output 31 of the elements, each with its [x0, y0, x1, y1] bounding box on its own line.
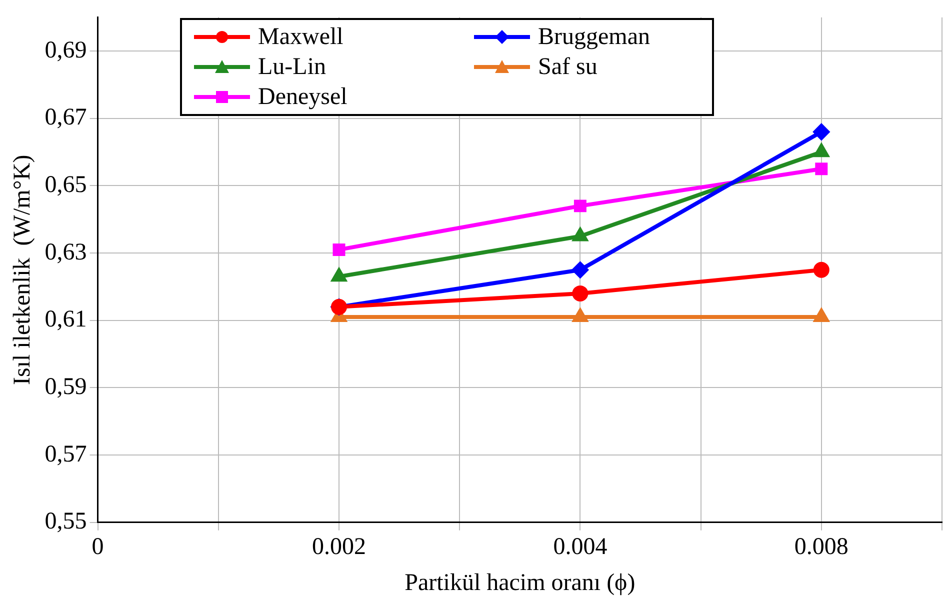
x-axis-title: Partikül hacim oranı (ϕ) — [404, 570, 636, 596]
y-tick-label: 0,55 — [44, 508, 87, 535]
point — [573, 309, 588, 322]
point — [813, 124, 830, 140]
legend-label: Lu-Lin — [258, 54, 326, 80]
point — [332, 243, 346, 256]
point — [814, 309, 829, 322]
y-tick-label: 0,65 — [44, 172, 87, 198]
point — [572, 285, 588, 302]
y-tick-label: 0,69 — [44, 37, 87, 64]
point — [572, 262, 588, 278]
legend-label: Deneysel — [258, 84, 348, 110]
x-tick-label: 0.002 — [312, 534, 366, 560]
y-tick-label: 0,61 — [44, 306, 87, 333]
x-tick-label: 0.008 — [794, 534, 848, 560]
y-tick-label: 0,59 — [44, 374, 87, 400]
y-tick-label: 0,67 — [44, 104, 87, 131]
x-tick-label: 0.004 — [553, 534, 608, 560]
legend-label: Saf su — [538, 54, 598, 80]
point — [814, 144, 829, 158]
y-tick-label: 0,63 — [44, 239, 87, 266]
point — [573, 228, 588, 242]
legend-label: Bruggeman — [538, 24, 650, 50]
y-tick-label: 0,57 — [44, 441, 87, 468]
point — [574, 200, 586, 212]
point — [815, 162, 828, 176]
x-tick-label: 0 — [92, 534, 104, 560]
legend-label: Maxwell — [258, 24, 344, 50]
y-axis-title: Isıl iletkenlik (W/m°K) — [10, 154, 36, 386]
point — [813, 262, 830, 278]
point — [332, 268, 346, 282]
